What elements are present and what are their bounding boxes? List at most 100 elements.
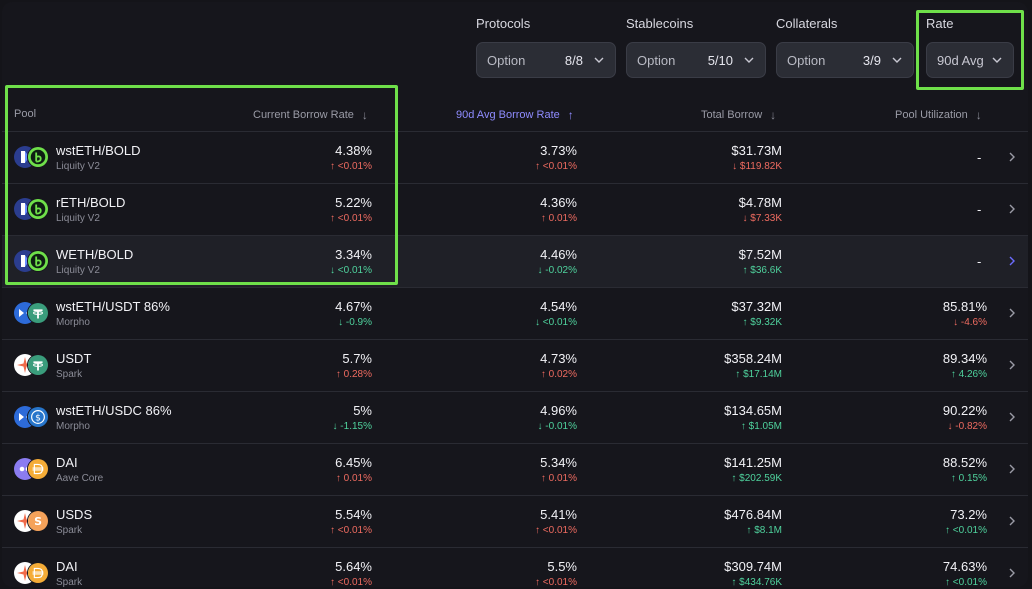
column-label: Pool Utilization (895, 109, 968, 121)
stablecoins-select[interactable]: Option 5/10 (626, 42, 766, 78)
current-rate-value: 3.34% (335, 247, 372, 262)
select-option: Option (787, 52, 826, 68)
avg-rate-change: ↓ <0.01% (535, 317, 577, 328)
chevron-right-icon[interactable] (1006, 566, 1018, 580)
pool-name: WETH/BOLD (56, 247, 134, 262)
dai-icon (27, 562, 49, 584)
avg-rate-value: 4.73% (540, 351, 577, 366)
sort-arrow-down-icon: ↓ (975, 108, 982, 122)
table-row[interactable]: wstETH/USDT 86% Morpho 4.67% ↓ -0.9% 4.54% ↓ … (2, 288, 1028, 340)
pool-utilization-change: ↑ <0.01% (945, 525, 987, 536)
pool-utilization-change: ↑ <0.01% (945, 577, 987, 587)
usdt-icon (27, 302, 49, 324)
pool-icons: $ (14, 406, 50, 428)
avg-rate-change: ↑ <0.01% (535, 161, 577, 172)
column-pool-utilization[interactable]: Pool Utilization ↓ (895, 108, 982, 122)
chevron-right-icon[interactable] (1006, 254, 1018, 268)
pool-protocol: Morpho (56, 317, 90, 328)
column-total-borrow[interactable]: Total Borrow ↓ (701, 108, 776, 122)
pool-name: wstETH/BOLD (56, 143, 141, 158)
sort-arrow-down-icon: ↓ (361, 108, 368, 122)
collaterals-filter: Collaterals Option 3/9 (776, 16, 914, 78)
table-row[interactable]: wstETH/BOLD Liquity V2 4.38% ↑ <0.01% 3.73% ↑… (2, 132, 1028, 184)
current-rate-value: 5.7% (342, 351, 372, 366)
chevron-right-icon[interactable] (1006, 410, 1018, 424)
column-label: 90d Avg Borrow Rate (456, 109, 560, 121)
chevron-right-icon[interactable] (1006, 306, 1018, 320)
select-count: 5/10 (707, 52, 733, 68)
current-rate-value: 5.64% (335, 559, 372, 574)
current-rate-change: ↑ <0.01% (330, 213, 372, 224)
total-borrow-change: ↑ $434.76K (731, 577, 782, 587)
pool-icons (14, 562, 50, 584)
avg-rate-value: 4.54% (540, 299, 577, 314)
table-row[interactable]: WETH/BOLD Liquity V2 3.34% ↓ <0.01% 4.46% ↓ -… (2, 236, 1028, 288)
total-borrow-value: $134.65M (724, 403, 782, 418)
pool-name: USDT (56, 351, 92, 366)
pool-icons: S (14, 510, 50, 532)
sort-arrow-up-icon: ↑ (567, 108, 574, 122)
total-borrow-change: ↑ $8.1M (746, 525, 782, 536)
current-rate-change: ↑ <0.01% (330, 525, 372, 536)
chevron-right-icon[interactable] (1006, 358, 1018, 372)
collaterals-select[interactable]: Option 3/9 (776, 42, 914, 78)
table-row[interactable]: S USDS Spark 5.54% ↑ <0.01% 5.41% ↑ <0.01% $476… (2, 496, 1028, 548)
pool-name: DAI (56, 559, 78, 574)
filter-label: Rate (926, 16, 954, 31)
current-rate-value: 5.22% (335, 195, 372, 210)
pool-protocol: Spark (56, 525, 83, 536)
chevron-right-icon[interactable] (1006, 514, 1018, 528)
current-rate-change: ↓ <0.01% (330, 265, 372, 276)
current-rate-change: ↑ <0.01% (330, 161, 372, 172)
total-borrow-change: ↓ $7.33K (742, 213, 782, 224)
select-option: Option (487, 52, 526, 68)
select-option: Option (637, 52, 676, 68)
total-borrow-change: ↑ $9.32K (742, 317, 782, 328)
pool-icons (14, 302, 50, 324)
table-header: Pool Current Borrow Rate ↓ 90d Avg Borro… (2, 94, 1028, 132)
chevron-down-icon (593, 54, 605, 66)
column-90d-avg-borrow-rate[interactable]: 90d Avg Borrow Rate ↑ (456, 108, 574, 122)
chevron-right-icon[interactable] (1006, 202, 1018, 216)
table-row[interactable]: DAI Aave Core 6.45% ↑ 0.01% 5.34% ↑ 0.01% $141… (2, 444, 1028, 496)
pool-name: DAI (56, 455, 78, 470)
chevron-down-icon (991, 54, 1003, 66)
rate-select[interactable]: 90d Avg (926, 42, 1014, 78)
current-rate-value: 6.45% (335, 455, 372, 470)
column-pool[interactable]: Pool (14, 108, 36, 120)
column-current-borrow-rate[interactable]: Current Borrow Rate ↓ (253, 108, 368, 122)
pool-protocol: Liquity V2 (56, 161, 100, 172)
avg-rate-change: ↓ -0.01% (537, 421, 577, 432)
total-borrow-change: ↑ $17.14M (735, 369, 782, 380)
svg-text:$: $ (35, 414, 41, 424)
chevron-right-icon[interactable] (1006, 462, 1018, 476)
avg-rate-change: ↑ <0.01% (535, 577, 577, 587)
pool-utilization-change: ↓ -4.6% (953, 317, 987, 328)
bold-icon (27, 250, 49, 272)
pool-icons (14, 354, 50, 376)
table-row[interactable]: DAI Spark 5.64% ↑ <0.01% 5.5% ↑ <0.01% $309.74… (2, 548, 1028, 587)
avg-rate-change: ↑ 0.01% (540, 213, 577, 224)
dai-icon (27, 458, 49, 480)
total-borrow-value: $476.84M (724, 507, 782, 522)
select-count: 8/8 (564, 52, 583, 68)
select-count: 3/9 (862, 52, 881, 68)
total-borrow-value: $37.32M (731, 299, 782, 314)
pool-utilization-value: 73.2% (950, 507, 987, 522)
table-row[interactable]: $ wstETH/USDC 86% Morpho 5% ↓ -1.15% 4.96% ↓ -… (2, 392, 1028, 444)
column-label: Total Borrow (701, 109, 763, 121)
avg-rate-value: 4.96% (540, 403, 577, 418)
protocols-select[interactable]: Option 8/8 (476, 42, 616, 78)
pool-utilization-value: 74.63% (942, 559, 987, 574)
pool-utilization-value: 89.34% (942, 351, 987, 366)
total-borrow-change: ↓ $119.82K (732, 161, 782, 172)
current-rate-change: ↓ -0.9% (338, 317, 372, 328)
table-row[interactable]: USDT Spark 5.7% ↑ 0.28% 4.73% ↑ 0.02% $358.24M… (2, 340, 1028, 392)
usds-icon: S (27, 510, 49, 532)
pool-protocol: Liquity V2 (56, 213, 100, 224)
table-row[interactable]: rETH/BOLD Liquity V2 5.22% ↑ <0.01% 4.36% ↑ 0… (2, 184, 1028, 236)
chevron-right-icon[interactable] (1006, 150, 1018, 164)
total-borrow-value: $4.78M (738, 195, 782, 210)
protocols-filter: Protocols Option 8/8 (476, 16, 616, 78)
